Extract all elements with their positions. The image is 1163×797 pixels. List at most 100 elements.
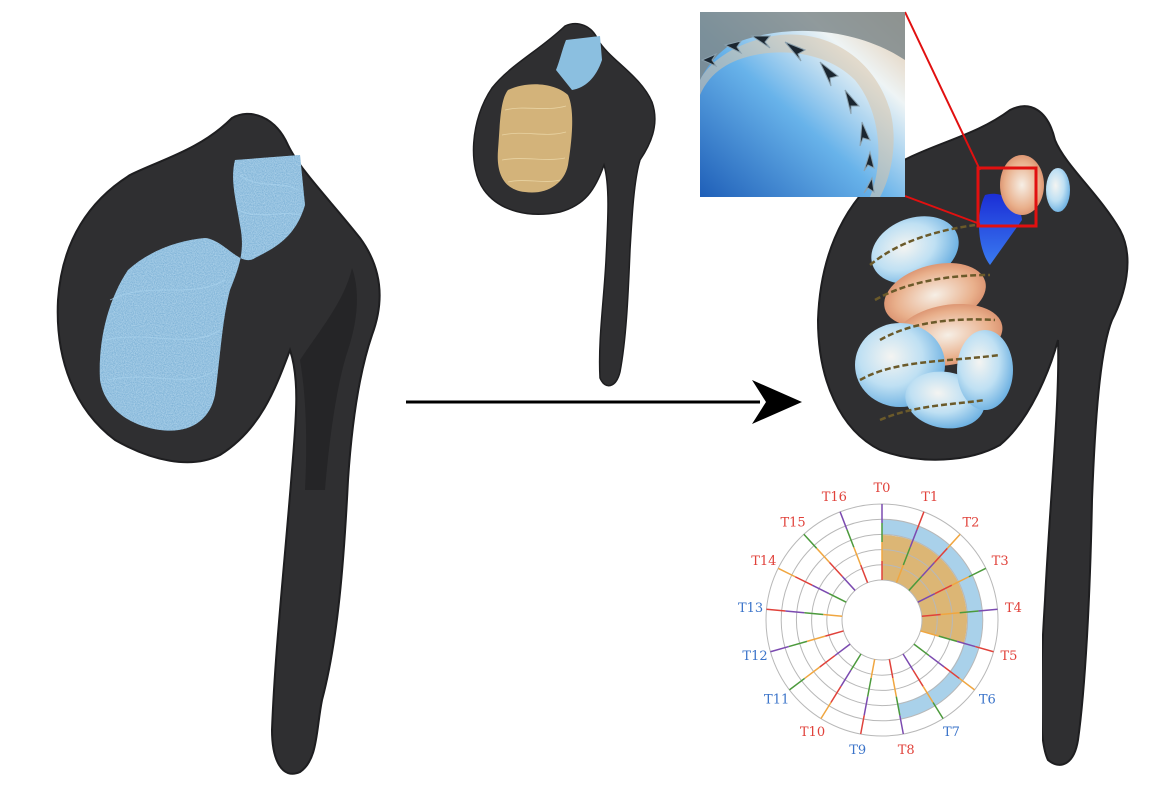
time-label-t10: T10 <box>800 725 825 740</box>
spoke-segment <box>866 677 872 697</box>
selected-pathlines-panel <box>472 22 656 387</box>
spoke-segment <box>940 612 960 616</box>
spoke-segment <box>770 645 789 653</box>
spoke-segment <box>932 702 944 720</box>
radial-chart: T0 T1 T2 T3 T4 T5 T6 T7 T8 T9 T10 T11 T12 T13 T14 T15 T1… <box>712 478 1042 768</box>
spoke-segment <box>823 613 843 618</box>
zoom-inset <box>700 12 905 197</box>
time-label-t12: T12 <box>742 649 767 664</box>
spoke-segment <box>839 511 848 530</box>
spoke-segment <box>946 533 961 549</box>
spoke-segment <box>916 511 925 530</box>
spoke-segment <box>902 546 911 566</box>
spoke-segment <box>828 561 843 577</box>
time-label-t7: T7 <box>943 725 960 740</box>
spoke-segment <box>959 610 979 614</box>
spoke-segment <box>840 669 852 687</box>
spoke-segment <box>804 612 824 616</box>
time-label-t1: T1 <box>921 490 938 505</box>
spoke-segment <box>895 696 901 716</box>
time-label-t8: T8 <box>898 743 915 758</box>
spoke-segment <box>825 630 844 637</box>
full-pathlines-panel <box>56 113 381 775</box>
spoke-segment <box>921 613 941 618</box>
time-label-t11: T11 <box>764 693 789 708</box>
vortex-surfaces-panel <box>700 11 1129 766</box>
spoke-segment <box>938 635 958 643</box>
spoke-segment <box>934 584 953 595</box>
spoke-segment <box>912 669 924 687</box>
blue-pathlines <box>99 155 305 431</box>
spoke-segment <box>933 547 948 563</box>
time-label-t4: T4 <box>1005 601 1022 616</box>
zoom-connector-top <box>904 11 981 171</box>
spoke-segment <box>806 635 826 643</box>
spoke-segment <box>892 677 898 697</box>
spoke-segment <box>888 659 894 679</box>
spoke-segment <box>853 546 862 566</box>
time-label-t6: T6 <box>979 693 996 708</box>
spoke-segment <box>920 630 939 637</box>
flow-arrows <box>700 35 875 194</box>
spoke-segment <box>913 643 930 657</box>
spoke-segment <box>841 575 856 591</box>
spoke-segment <box>956 640 976 648</box>
spoke-segment <box>777 567 796 578</box>
spoke-segment <box>834 643 851 657</box>
time-label-t9: T9 <box>849 743 866 758</box>
inner-circle <box>841 579 923 661</box>
spoke-segment <box>895 564 905 583</box>
time-label-t15: T15 <box>780 515 805 530</box>
spoke-segment <box>830 685 842 703</box>
spoke-segment <box>951 576 970 586</box>
spoke-segment <box>909 529 918 548</box>
spoke-segment <box>785 610 805 614</box>
spoke-segment <box>922 685 934 703</box>
vortex-blobs <box>855 155 1070 429</box>
tan-pathlines <box>497 84 573 193</box>
spoke-segment <box>820 702 832 720</box>
spoke-segment <box>794 576 813 586</box>
time-label-t0: T0 <box>874 481 891 496</box>
arrow-right-icon <box>406 380 802 424</box>
spoke-segment <box>870 659 876 679</box>
zoom-region-box <box>976 166 1038 228</box>
aorta-shape <box>56 113 381 775</box>
spoke-segment <box>899 715 905 735</box>
outer-band <box>882 519 983 720</box>
spoke-segment <box>788 640 808 648</box>
spoke-segment <box>902 653 914 671</box>
time-label-t5: T5 <box>1000 649 1017 664</box>
time-label-t3: T3 <box>992 554 1009 569</box>
spoke-segment <box>803 533 818 549</box>
spoke-segment <box>811 584 830 595</box>
spoke-segment <box>804 666 821 680</box>
spoke-segment <box>859 564 869 583</box>
spoke-segment <box>921 561 936 577</box>
inner-band <box>882 535 967 644</box>
spoke-segment <box>975 645 994 653</box>
zoom-connector-bottom <box>904 195 981 225</box>
aorta-shading <box>300 268 357 490</box>
spoke-segment <box>928 654 945 668</box>
time-label-t16: T16 <box>822 490 847 505</box>
spoke-segment <box>816 547 831 563</box>
spoke-segment <box>968 567 987 578</box>
spoke-segment <box>978 608 998 612</box>
spoke-segment <box>850 653 862 671</box>
spoke-segment <box>908 575 923 591</box>
spoke-segment <box>958 677 976 691</box>
blue-pathlines-small <box>556 36 602 90</box>
spoke-segment <box>863 696 869 716</box>
spoke-segment <box>819 654 836 668</box>
spoke-segment <box>943 666 960 680</box>
time-label-t14: T14 <box>751 554 776 569</box>
spoke-segment <box>766 608 786 612</box>
spoke-segment <box>917 593 936 603</box>
spoke-segment <box>828 593 847 603</box>
time-label-t2: T2 <box>962 515 979 530</box>
spoke-segment <box>788 677 806 691</box>
spoke-segment <box>859 715 865 735</box>
time-label-t13: T13 <box>738 601 763 616</box>
